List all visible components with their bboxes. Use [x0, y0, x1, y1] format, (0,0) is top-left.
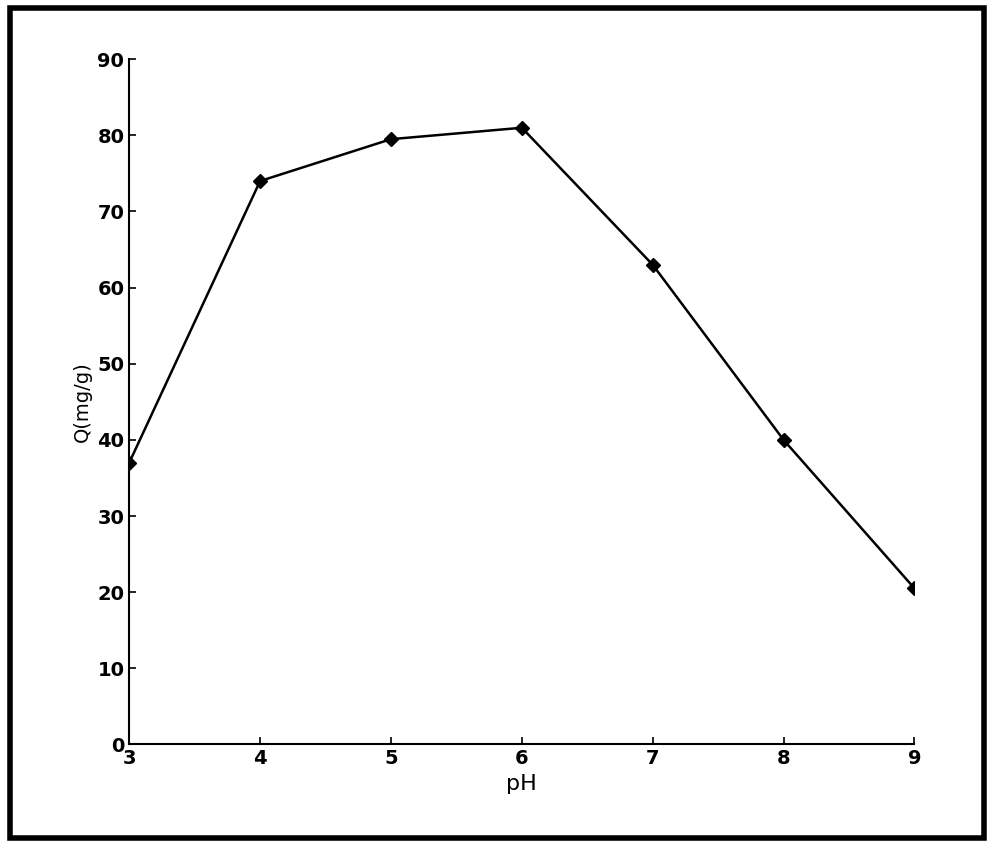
X-axis label: pH: pH: [507, 774, 537, 794]
Y-axis label: Q(mg/g): Q(mg/g): [73, 361, 91, 442]
